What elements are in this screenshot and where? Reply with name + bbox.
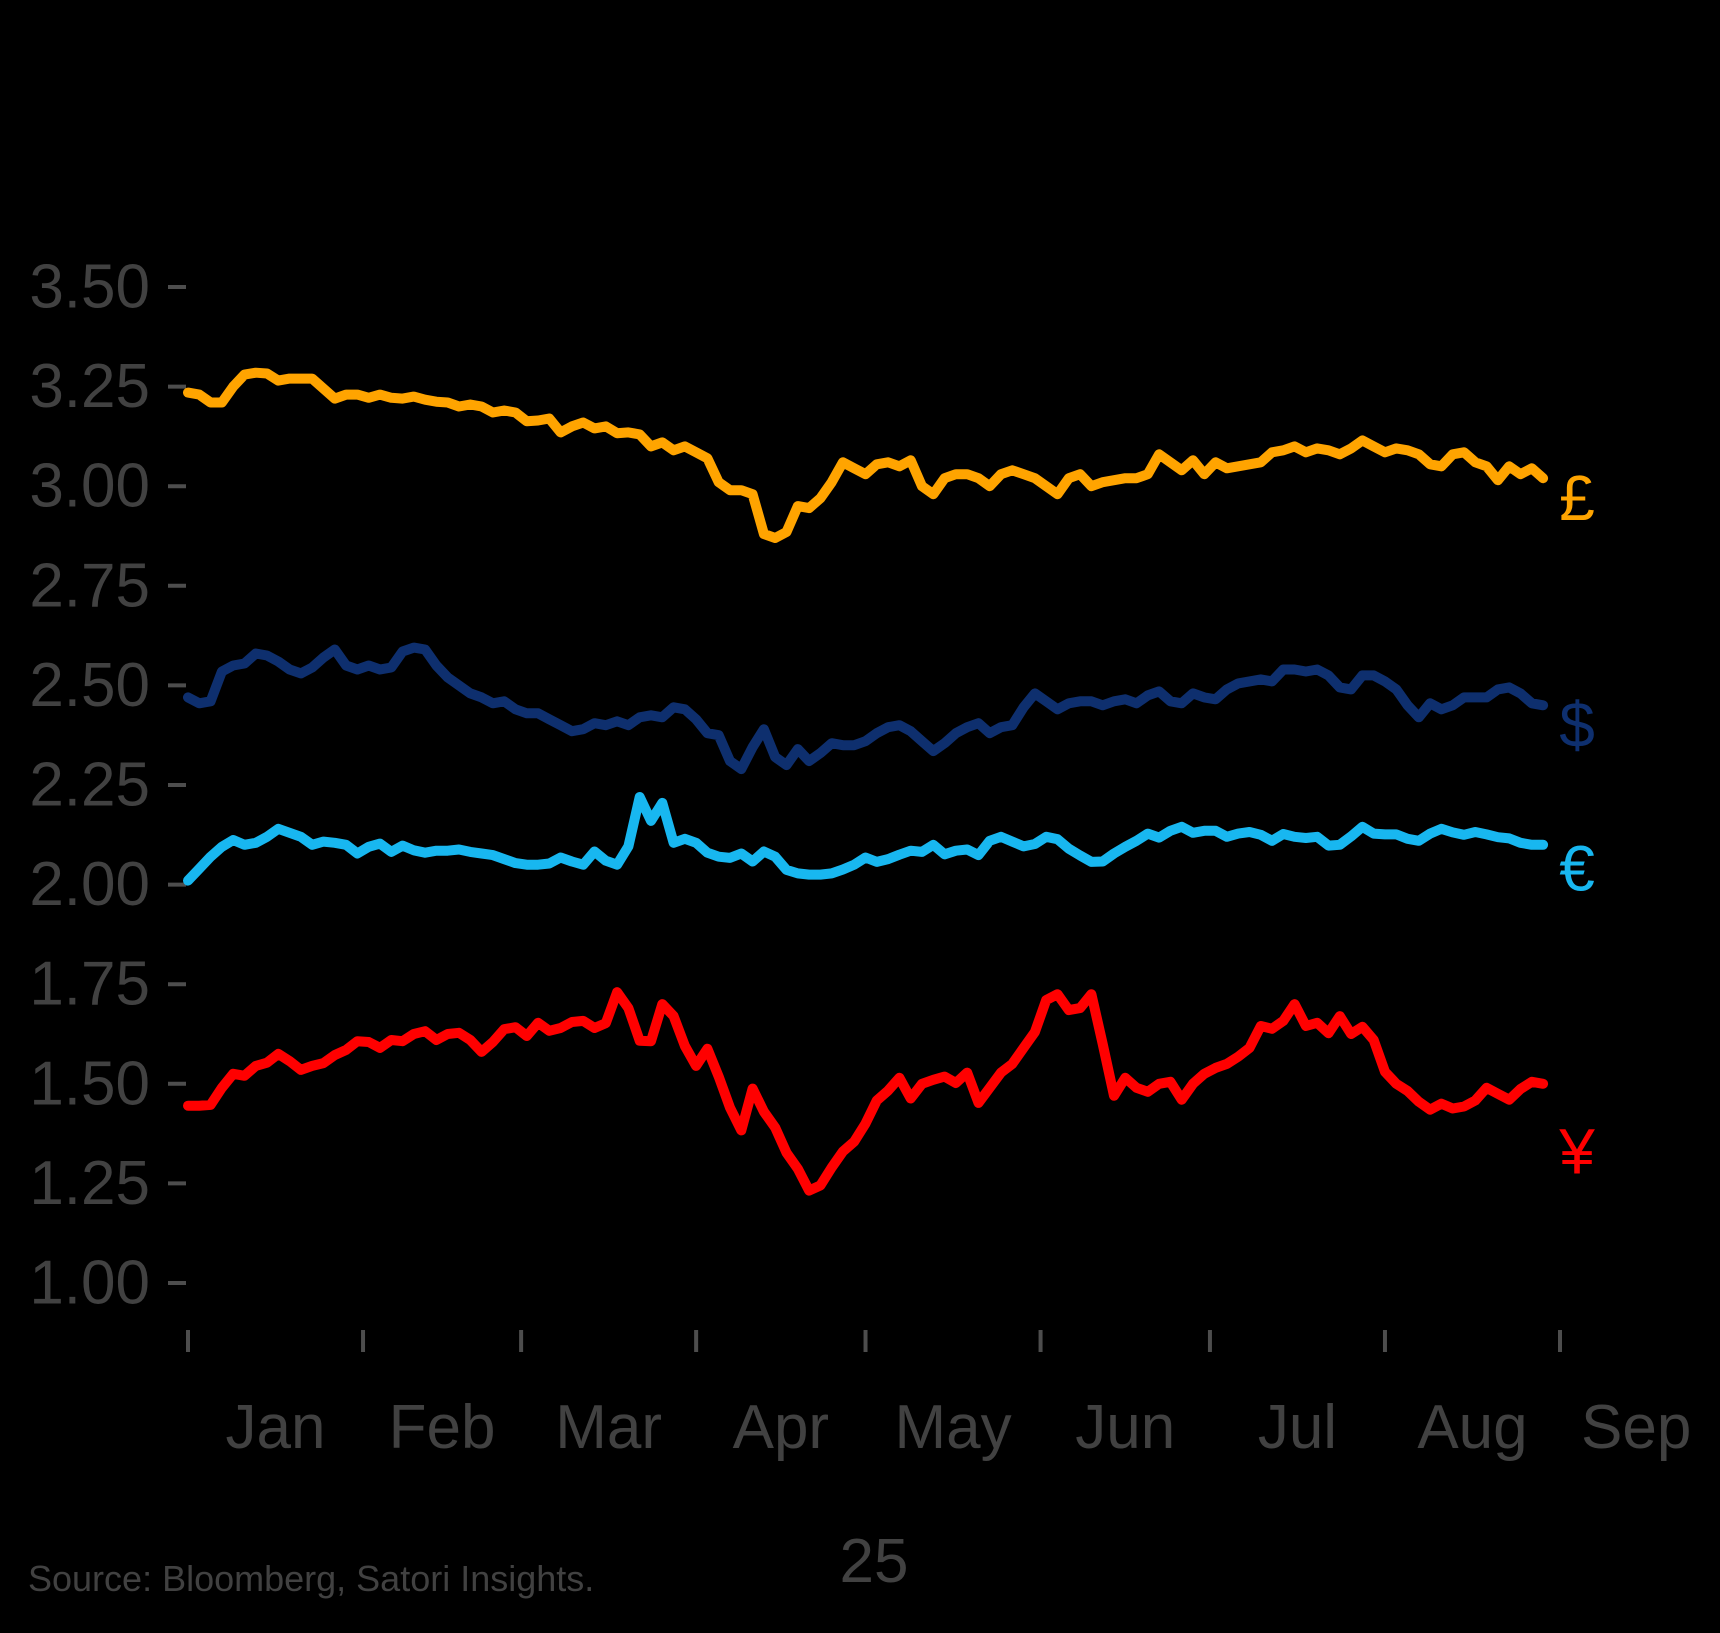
y-axis-tick-label: 1.75 bbox=[29, 950, 150, 1019]
y-axis-tick-label: 2.75 bbox=[29, 551, 150, 620]
series-symbol-label-jpy: ¥ bbox=[1558, 1116, 1595, 1188]
series-line-eur bbox=[183, 792, 1549, 886]
series-symbol-label-gbp: £ bbox=[1559, 462, 1595, 534]
x-axis-month-label-jun: Jun bbox=[1075, 1393, 1175, 1462]
y-axis-tick-label: 3.00 bbox=[29, 452, 150, 521]
x-axis-month-label-mar: Mar bbox=[555, 1393, 662, 1462]
x-axis-month-label-jan: Jan bbox=[226, 1393, 326, 1462]
y-axis-tick-label: 2.25 bbox=[29, 751, 150, 820]
series-symbol-label-usd: $ bbox=[1559, 689, 1595, 761]
series-line-usd bbox=[183, 642, 1549, 775]
y-axis-tick-label: 2.50 bbox=[29, 651, 150, 720]
series-line-gbp bbox=[183, 367, 1549, 543]
y-axis-tick-label: 3.50 bbox=[29, 253, 150, 322]
x-axis-month-label-jul: Jul bbox=[1258, 1393, 1337, 1462]
y-axis-tick-label: 1.00 bbox=[29, 1249, 150, 1318]
series-symbol-label-eur: € bbox=[1559, 833, 1595, 905]
series-line-jpy bbox=[183, 987, 1549, 1196]
x-axis-month-label-aug: Aug bbox=[1417, 1393, 1527, 1462]
x-axis-month-label-may: May bbox=[894, 1393, 1011, 1462]
x-axis-month-label-feb: Feb bbox=[389, 1393, 496, 1462]
x-axis-year-label: 25 bbox=[840, 1527, 909, 1596]
source-attribution: Source: Bloomberg, Satori Insights. bbox=[28, 1558, 595, 1599]
y-axis-tick-label: 2.00 bbox=[29, 850, 150, 919]
y-axis-tick-label: 1.25 bbox=[29, 1149, 150, 1218]
x-axis-month-label-sep: Sep bbox=[1581, 1393, 1691, 1462]
y-axis-tick-label: 3.25 bbox=[29, 352, 150, 421]
x-axis-month-label-apr: Apr bbox=[733, 1393, 829, 1462]
y-axis-tick-label: 1.50 bbox=[29, 1049, 150, 1118]
